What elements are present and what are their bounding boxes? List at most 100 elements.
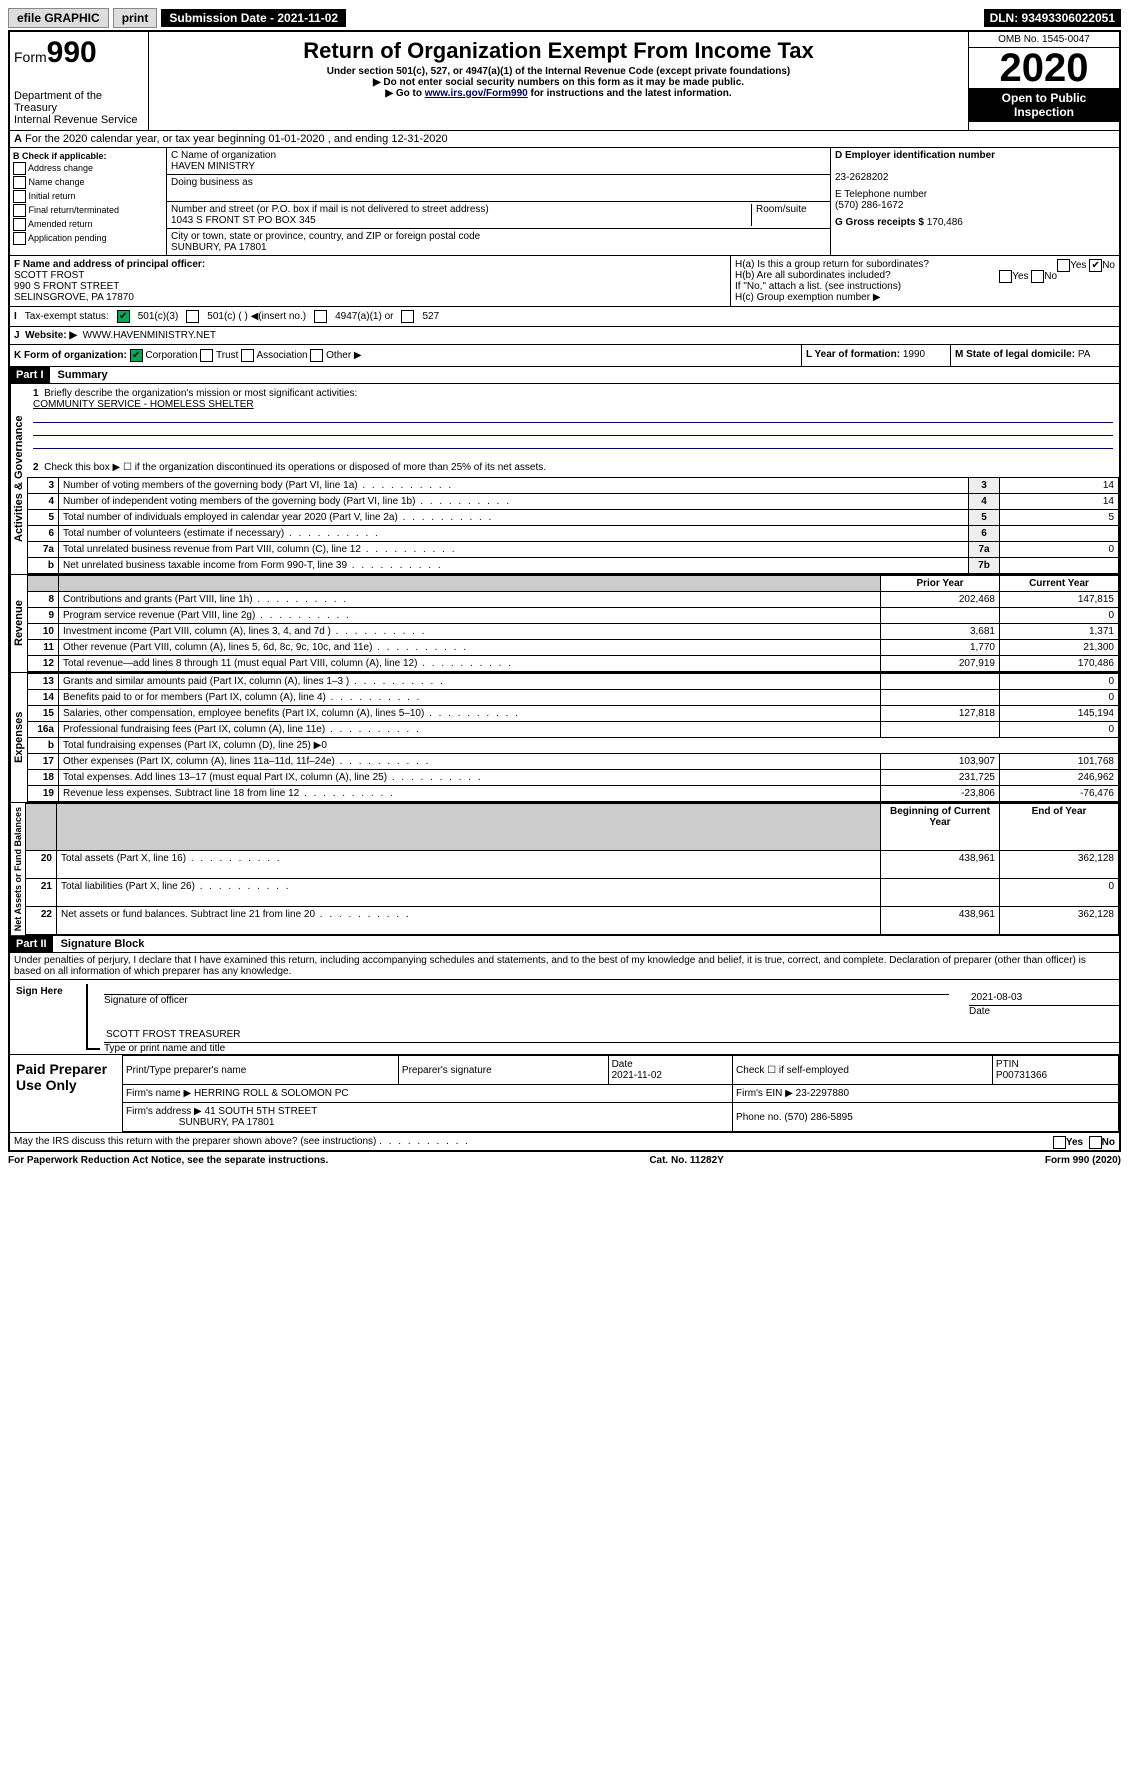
part1-title: Summary — [50, 367, 116, 383]
line-klm: K Form of organization: ✔ Corporation Tr… — [10, 345, 1119, 367]
netassets-table: Beginning of Current YearEnd of Year20To… — [25, 803, 1119, 935]
q1-text: Briefly describe the organization's miss… — [44, 388, 357, 399]
gross-value: 170,486 — [927, 217, 963, 228]
mission-text: COMMUNITY SERVICE - HOMELESS SHELTER — [33, 399, 254, 410]
declaration-text: Under penalties of perjury, I declare th… — [10, 953, 1119, 980]
sign-here-label: Sign Here — [10, 980, 82, 1054]
submission-date: Submission Date - 2021-11-02 — [161, 9, 346, 27]
print-button[interactable]: print — [113, 8, 158, 28]
opt-pending[interactable]: Application pending — [28, 233, 107, 243]
side-governance: Activities & Governance — [10, 384, 27, 574]
part1-header: Part I — [10, 367, 50, 383]
k-assoc[interactable]: Association — [256, 350, 307, 361]
tax-year-range: For the 2020 calendar year, or tax year … — [25, 133, 448, 145]
tax-status-lbl: Tax-exempt status: — [25, 311, 109, 322]
website-value[interactable]: WWW.HAVENMINISTRY.NET — [83, 330, 216, 341]
name-title-lbl: Type or print name and title — [104, 1043, 225, 1054]
form-container: Form990 Department of the Treasury Inter… — [8, 30, 1121, 1152]
org-city: SUNBURY, PA 17801 — [171, 242, 267, 253]
dept-label: Department of the Treasury Internal Reve… — [14, 90, 144, 126]
opt-amended[interactable]: Amended return — [28, 219, 93, 229]
officer-typed-name: SCOTT FROST TREASURER — [104, 1027, 1119, 1043]
ptin-val: P00731366 — [996, 1070, 1047, 1081]
hb-note: If "No," attach a list. (see instruction… — [735, 281, 1115, 292]
goto-post: for instructions and the latest informat… — [528, 88, 732, 99]
section-h: H(a) Is this a group return for subordin… — [731, 256, 1119, 306]
pp-name-lbl: Print/Type preparer's name — [123, 1056, 399, 1085]
title-cell: Return of Organization Exempt From Incom… — [149, 32, 968, 130]
opt-final[interactable]: Final return/terminated — [29, 205, 120, 215]
yes-lbl: Yes — [1070, 260, 1086, 271]
firm-ein-lbl: Firm's EIN ▶ — [736, 1088, 793, 1099]
year-formation: 1990 — [903, 349, 925, 360]
top-toolbar: efile GRAPHIC print Submission Date - 20… — [8, 8, 1121, 28]
domicile: PA — [1078, 349, 1091, 360]
form-title: Return of Organization Exempt From Incom… — [153, 38, 964, 64]
opt-initial[interactable]: Initial return — [29, 191, 76, 201]
ssn-note: ▶ Do not enter social security numbers o… — [153, 77, 964, 88]
gross-lbl: G Gross receipts $ — [835, 217, 924, 228]
f-lbl: F Name and address of principal officer: — [14, 259, 205, 270]
section-c: C Name of organizationHAVEN MINISTRY Doi… — [167, 148, 831, 255]
footer: For Paperwork Reduction Act Notice, see … — [8, 1152, 1121, 1169]
firm-phone-lbl: Phone no. — [736, 1112, 782, 1123]
form-footer: Form 990 (2020) — [1045, 1155, 1121, 1166]
firm-addr2: SUNBURY, PA 17801 — [179, 1117, 275, 1128]
side-expenses: Expenses — [10, 673, 27, 802]
opt-name-change[interactable]: Name change — [29, 177, 85, 187]
dba-lbl: Doing business as — [171, 177, 253, 188]
b-header: B Check if applicable: — [13, 151, 107, 161]
pp-check[interactable]: Check ☐ if self-employed — [733, 1056, 993, 1085]
firm-addr1: 41 SOUTH 5TH STREET — [205, 1106, 318, 1117]
revenue-table: Prior YearCurrent Year8Contributions and… — [27, 575, 1119, 672]
ein-lbl: D Employer identification number — [835, 150, 995, 161]
paid-preparer-label: Paid Preparer Use Only — [10, 1055, 122, 1132]
part2-header: Part II — [10, 936, 53, 952]
line-a: A For the 2020 calendar year, or tax yea… — [10, 131, 1119, 148]
room-lbl: Room/suite — [751, 204, 826, 226]
4947[interactable]: 4947(a)(1) or — [335, 311, 393, 322]
k-other[interactable]: Other ▶ — [326, 350, 361, 361]
ha-lbl: H(a) Is this a group return for subordin… — [735, 259, 929, 270]
side-netassets: Net Assets or Fund Balances — [10, 803, 25, 935]
k-lbl: K Form of organization: — [14, 350, 127, 361]
tax-year: 2020 — [969, 48, 1119, 88]
527[interactable]: 527 — [422, 311, 439, 322]
efile-button[interactable]: efile GRAPHIC — [8, 8, 109, 28]
phone-value: (570) 286-1672 — [835, 200, 903, 211]
501c3[interactable]: 501(c)(3) — [138, 311, 179, 322]
section-deg: D Employer identification number 23-26282… — [831, 148, 1119, 255]
k-trust[interactable]: Trust — [216, 350, 238, 361]
501c[interactable]: 501(c) ( ) ◀(insert no.) — [207, 311, 306, 322]
form-word: Form — [14, 49, 47, 65]
ptin-lbl: PTIN — [996, 1059, 1019, 1070]
ein-value: 23-2628202 — [835, 172, 888, 183]
year-cell: OMB No. 1545-0047 2020 Open to Public In… — [968, 32, 1119, 130]
phone-lbl: E Telephone number — [835, 189, 927, 200]
sig-date: 2021-08-03 — [969, 990, 1119, 1006]
preparer-table: Print/Type preparer's name Preparer's si… — [122, 1055, 1119, 1132]
sig-officer-lbl: Signature of officer — [104, 995, 188, 1006]
form-number: 990 — [47, 36, 97, 69]
m-lbl: M State of legal domicile: — [955, 349, 1075, 360]
c-name-lbl: C Name of organization — [171, 150, 276, 161]
firm-lbl: Firm's name ▶ — [126, 1088, 191, 1099]
governance-table: 3Number of voting members of the governi… — [27, 477, 1119, 574]
pp-sig-lbl: Preparer's signature — [398, 1056, 608, 1085]
org-name: HAVEN MINISTRY — [171, 161, 255, 172]
section-b: B Check if applicable: Address change Na… — [10, 148, 167, 255]
opt-address-change[interactable]: Address change — [28, 163, 93, 173]
cat-number: Cat. No. 11282Y — [649, 1155, 723, 1166]
line-i: ITax-exempt status: ✔501(c)(3) 501(c) ( … — [10, 307, 1119, 327]
city-lbl: City or town, state or province, country… — [171, 231, 480, 242]
form-subtitle: Under section 501(c), 527, or 4947(a)(1)… — [153, 66, 964, 77]
k-corp[interactable]: Corporation — [145, 350, 197, 361]
irs-link[interactable]: www.irs.gov/Form990 — [425, 88, 528, 99]
part2-title: Signature Block — [53, 936, 153, 952]
org-address: 1043 S FRONT ST PO BOX 345 — [171, 215, 316, 226]
form-id-cell: Form990 Department of the Treasury Inter… — [10, 32, 149, 130]
firm-ein: 23-2297880 — [796, 1088, 849, 1099]
officer-addr1: 990 S FRONT STREET — [14, 281, 119, 292]
firm-phone: (570) 286-5895 — [784, 1112, 852, 1123]
faddr-lbl: Firm's address ▶ — [126, 1106, 202, 1117]
